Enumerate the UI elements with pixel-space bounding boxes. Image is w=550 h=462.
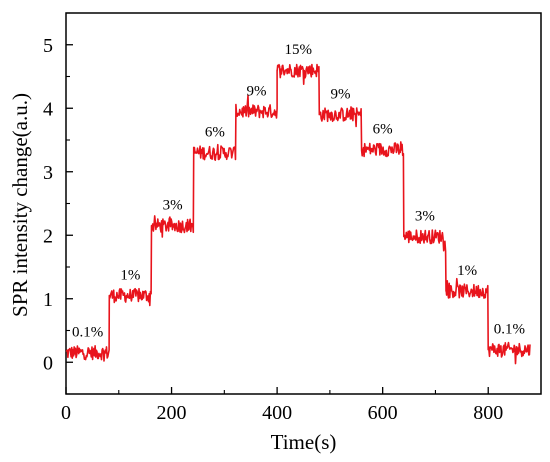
- y-axis-ticks: 0 1 2 3 4 5: [43, 12, 73, 395]
- y-tick-label: 4: [43, 98, 53, 120]
- x-tick-label: 600: [368, 402, 398, 424]
- y-tick-label: 3: [43, 162, 53, 184]
- level-label: 1%: [457, 263, 477, 279]
- level-label: 6%: [373, 122, 393, 138]
- level-label: 15%: [284, 42, 312, 58]
- y-tick-label: 1: [43, 289, 53, 311]
- y-tick-label: 0: [43, 352, 53, 374]
- level-label: 3%: [415, 209, 435, 225]
- series-line: [65, 63, 531, 365]
- y-tick-label: 2: [43, 225, 53, 247]
- level-label: 9%: [247, 83, 267, 99]
- x-axis-ticks: 0 200 400 600 800: [61, 387, 503, 424]
- x-axis-label: Time(s): [271, 430, 337, 454]
- x-tick-label: 400: [262, 402, 292, 424]
- level-label: 1%: [120, 268, 140, 284]
- level-label: 0.1%: [72, 325, 103, 341]
- x-tick-label: 0: [61, 402, 71, 424]
- y-tick-label: 5: [43, 35, 53, 57]
- level-label: 3%: [163, 198, 183, 214]
- level-label: 0.1%: [494, 322, 525, 338]
- y-axis-label: SPR intensity change(a.u.): [8, 93, 32, 317]
- level-labels: 0.1% 1% 3% 6% 9% 15% 9% 6% 3% 1% 0.1%: [72, 42, 525, 341]
- x-tick-label: 800: [473, 402, 503, 424]
- level-label: 9%: [330, 87, 350, 103]
- x-tick-label: 200: [157, 402, 187, 424]
- level-label: 6%: [205, 125, 225, 141]
